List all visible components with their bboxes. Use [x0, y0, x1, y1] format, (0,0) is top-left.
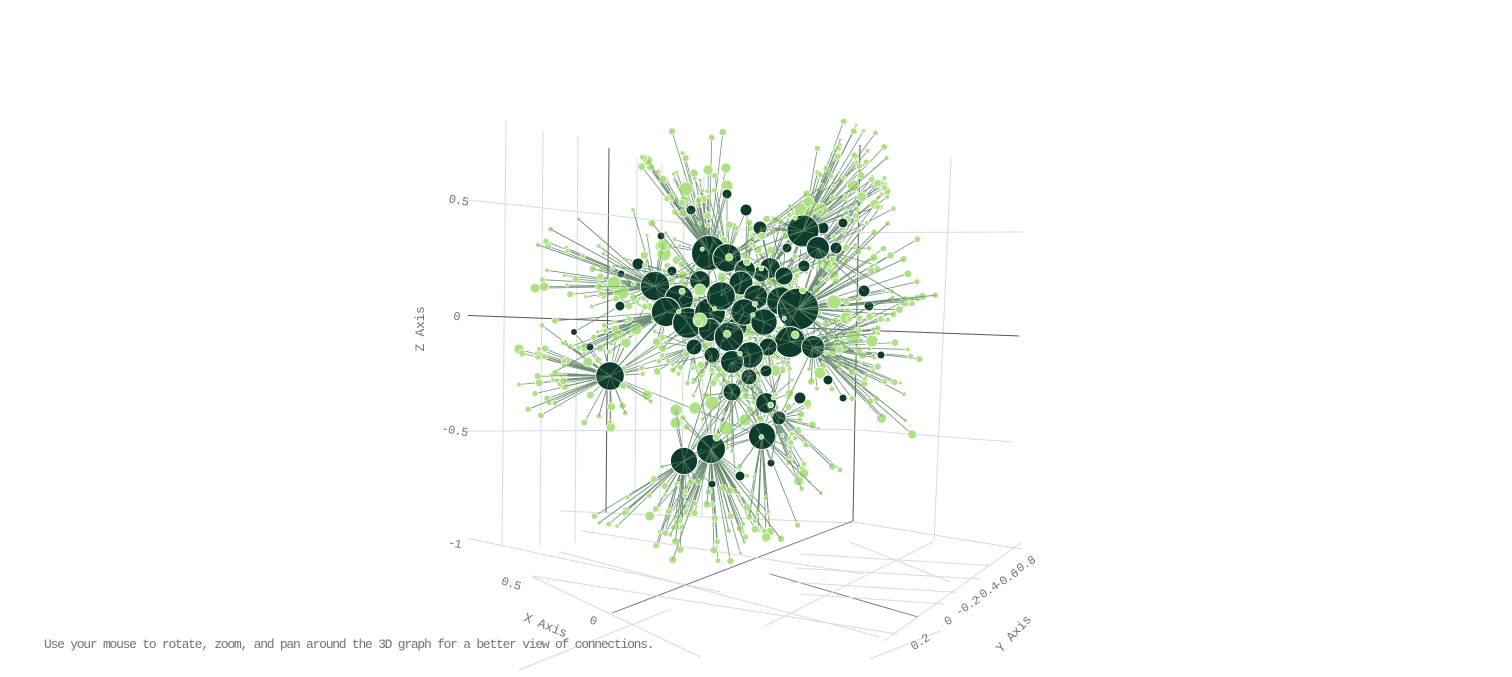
svg-text:Use your mouse to rotate, zoom: Use your mouse to rotate, zoom, and pan …: [44, 637, 653, 652]
svg-text:Z Axis: Z Axis: [413, 306, 428, 351]
